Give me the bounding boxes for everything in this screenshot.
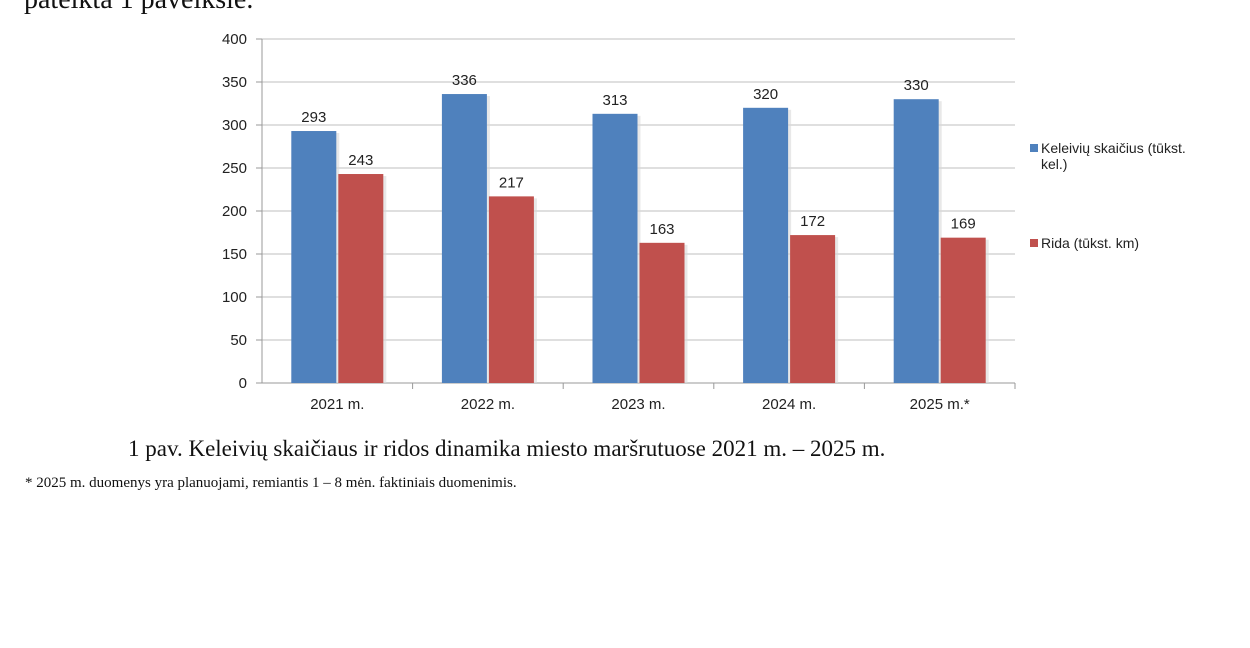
data-label: 243: [348, 152, 373, 169]
legend-item: Rida (tūkst. km): [1030, 235, 1161, 251]
y-tick-label: 150: [222, 246, 247, 263]
legend-swatch: [1030, 239, 1038, 247]
bar-chart: 0 50 100 150 200 250 300 350 400 2021 m. 293 243 202…: [222, 31, 1016, 413]
data-label: 313: [602, 92, 627, 109]
legend-item: Keleivių skaičius (tūkst. kel.): [1030, 140, 1186, 172]
y-tick-label: 0: [239, 375, 247, 392]
data-label: 169: [951, 216, 976, 233]
data-label: 330: [904, 77, 929, 94]
y-tick-label: 300: [222, 117, 247, 134]
data-label: 320: [753, 86, 778, 103]
bar-passengers: [441, 94, 487, 383]
bar-mileage: [639, 242, 685, 383]
y-tick-label: 350: [222, 74, 247, 91]
data-label: 293: [301, 109, 326, 126]
bar-mileage: [338, 174, 384, 383]
bar-mileage: [940, 237, 986, 383]
figure-caption: 1 pav. Keleivių skaičiaus ir ridos dinam…: [128, 436, 886, 461]
bar-passengers: [893, 99, 939, 383]
x-tick-label: 2025 m.*: [910, 396, 970, 413]
x-tick-label: 2021 m.: [310, 396, 364, 413]
legend-label: Keleivių skaičius (tūkst. kel.): [1041, 140, 1186, 172]
x-tick-label: 2023 m.: [611, 396, 665, 413]
data-label: 172: [800, 213, 825, 230]
y-tick-label: 200: [222, 203, 247, 220]
bar-mileage: [790, 235, 836, 383]
y-tick-label: 50: [230, 332, 247, 349]
x-tick-label: 2022 m.: [461, 396, 515, 413]
bar-passengers: [743, 107, 789, 384]
y-tick-label: 400: [222, 31, 247, 48]
bar-passengers: [592, 113, 638, 383]
data-label: 163: [649, 221, 674, 238]
y-tick-label: 250: [222, 160, 247, 177]
legend-swatch: [1030, 144, 1038, 152]
y-tick-label: 100: [222, 289, 247, 306]
x-tick-label: 2024 m.: [762, 396, 816, 413]
footnote: * 2025 m. duomenys yra planuojami, remia…: [25, 475, 517, 491]
bar-mileage: [488, 196, 534, 383]
legend-label: Rida (tūkst. km): [1041, 235, 1140, 251]
body-text-fragment: pateikta 1 paveiksle.: [24, 0, 253, 16]
data-label: 217: [499, 174, 524, 191]
bar-passengers: [291, 131, 337, 383]
data-label: 336: [452, 72, 477, 89]
